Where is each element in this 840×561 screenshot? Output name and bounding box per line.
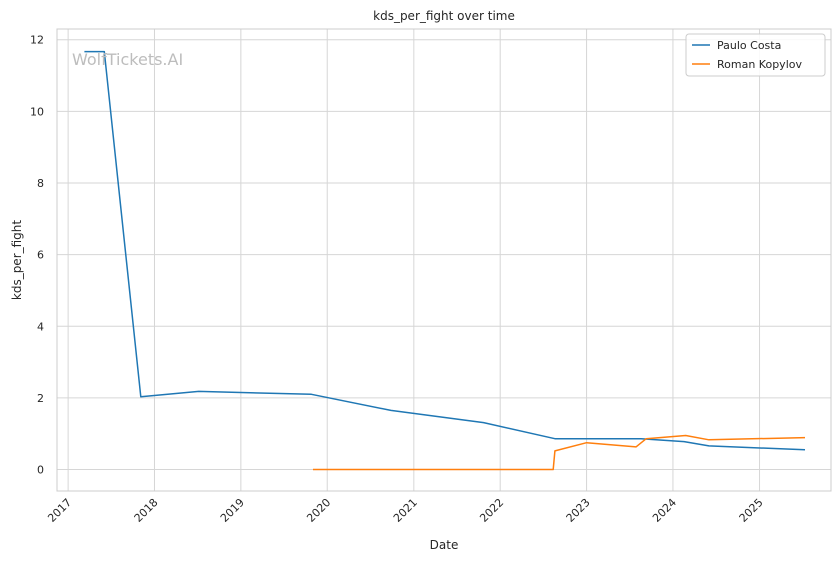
plot-frame <box>56 28 832 492</box>
legend-label: Roman Kopylov <box>717 58 802 71</box>
y-axis-label: kds_per_fight <box>10 220 24 301</box>
y-tick-label: 8 <box>37 177 44 190</box>
series-line-roman-kopylov <box>313 434 806 471</box>
x-axis-label: Date <box>430 538 459 552</box>
y-tick-label: 10 <box>30 105 44 118</box>
legend-box <box>685 33 826 77</box>
grid <box>57 29 831 491</box>
y-tick-labels: 0 2 4 6 8 10 12 <box>30 34 44 477</box>
y-tick-label: 6 <box>37 249 44 262</box>
series-line-paulo-costa <box>84 50 806 451</box>
y-tick-label: 4 <box>37 320 44 333</box>
legend: Paulo Costa Roman Kopylov <box>685 33 826 77</box>
y-tick-label: 2 <box>37 392 44 405</box>
legend-label: Paulo Costa <box>717 39 781 52</box>
y-tick-label: 0 <box>37 464 44 477</box>
series-layer <box>84 50 806 471</box>
chart-title: kds_per_fight over time <box>373 9 515 23</box>
watermark: WolfTickets.AI <box>72 50 183 69</box>
y-tick-label: 12 <box>30 34 44 47</box>
